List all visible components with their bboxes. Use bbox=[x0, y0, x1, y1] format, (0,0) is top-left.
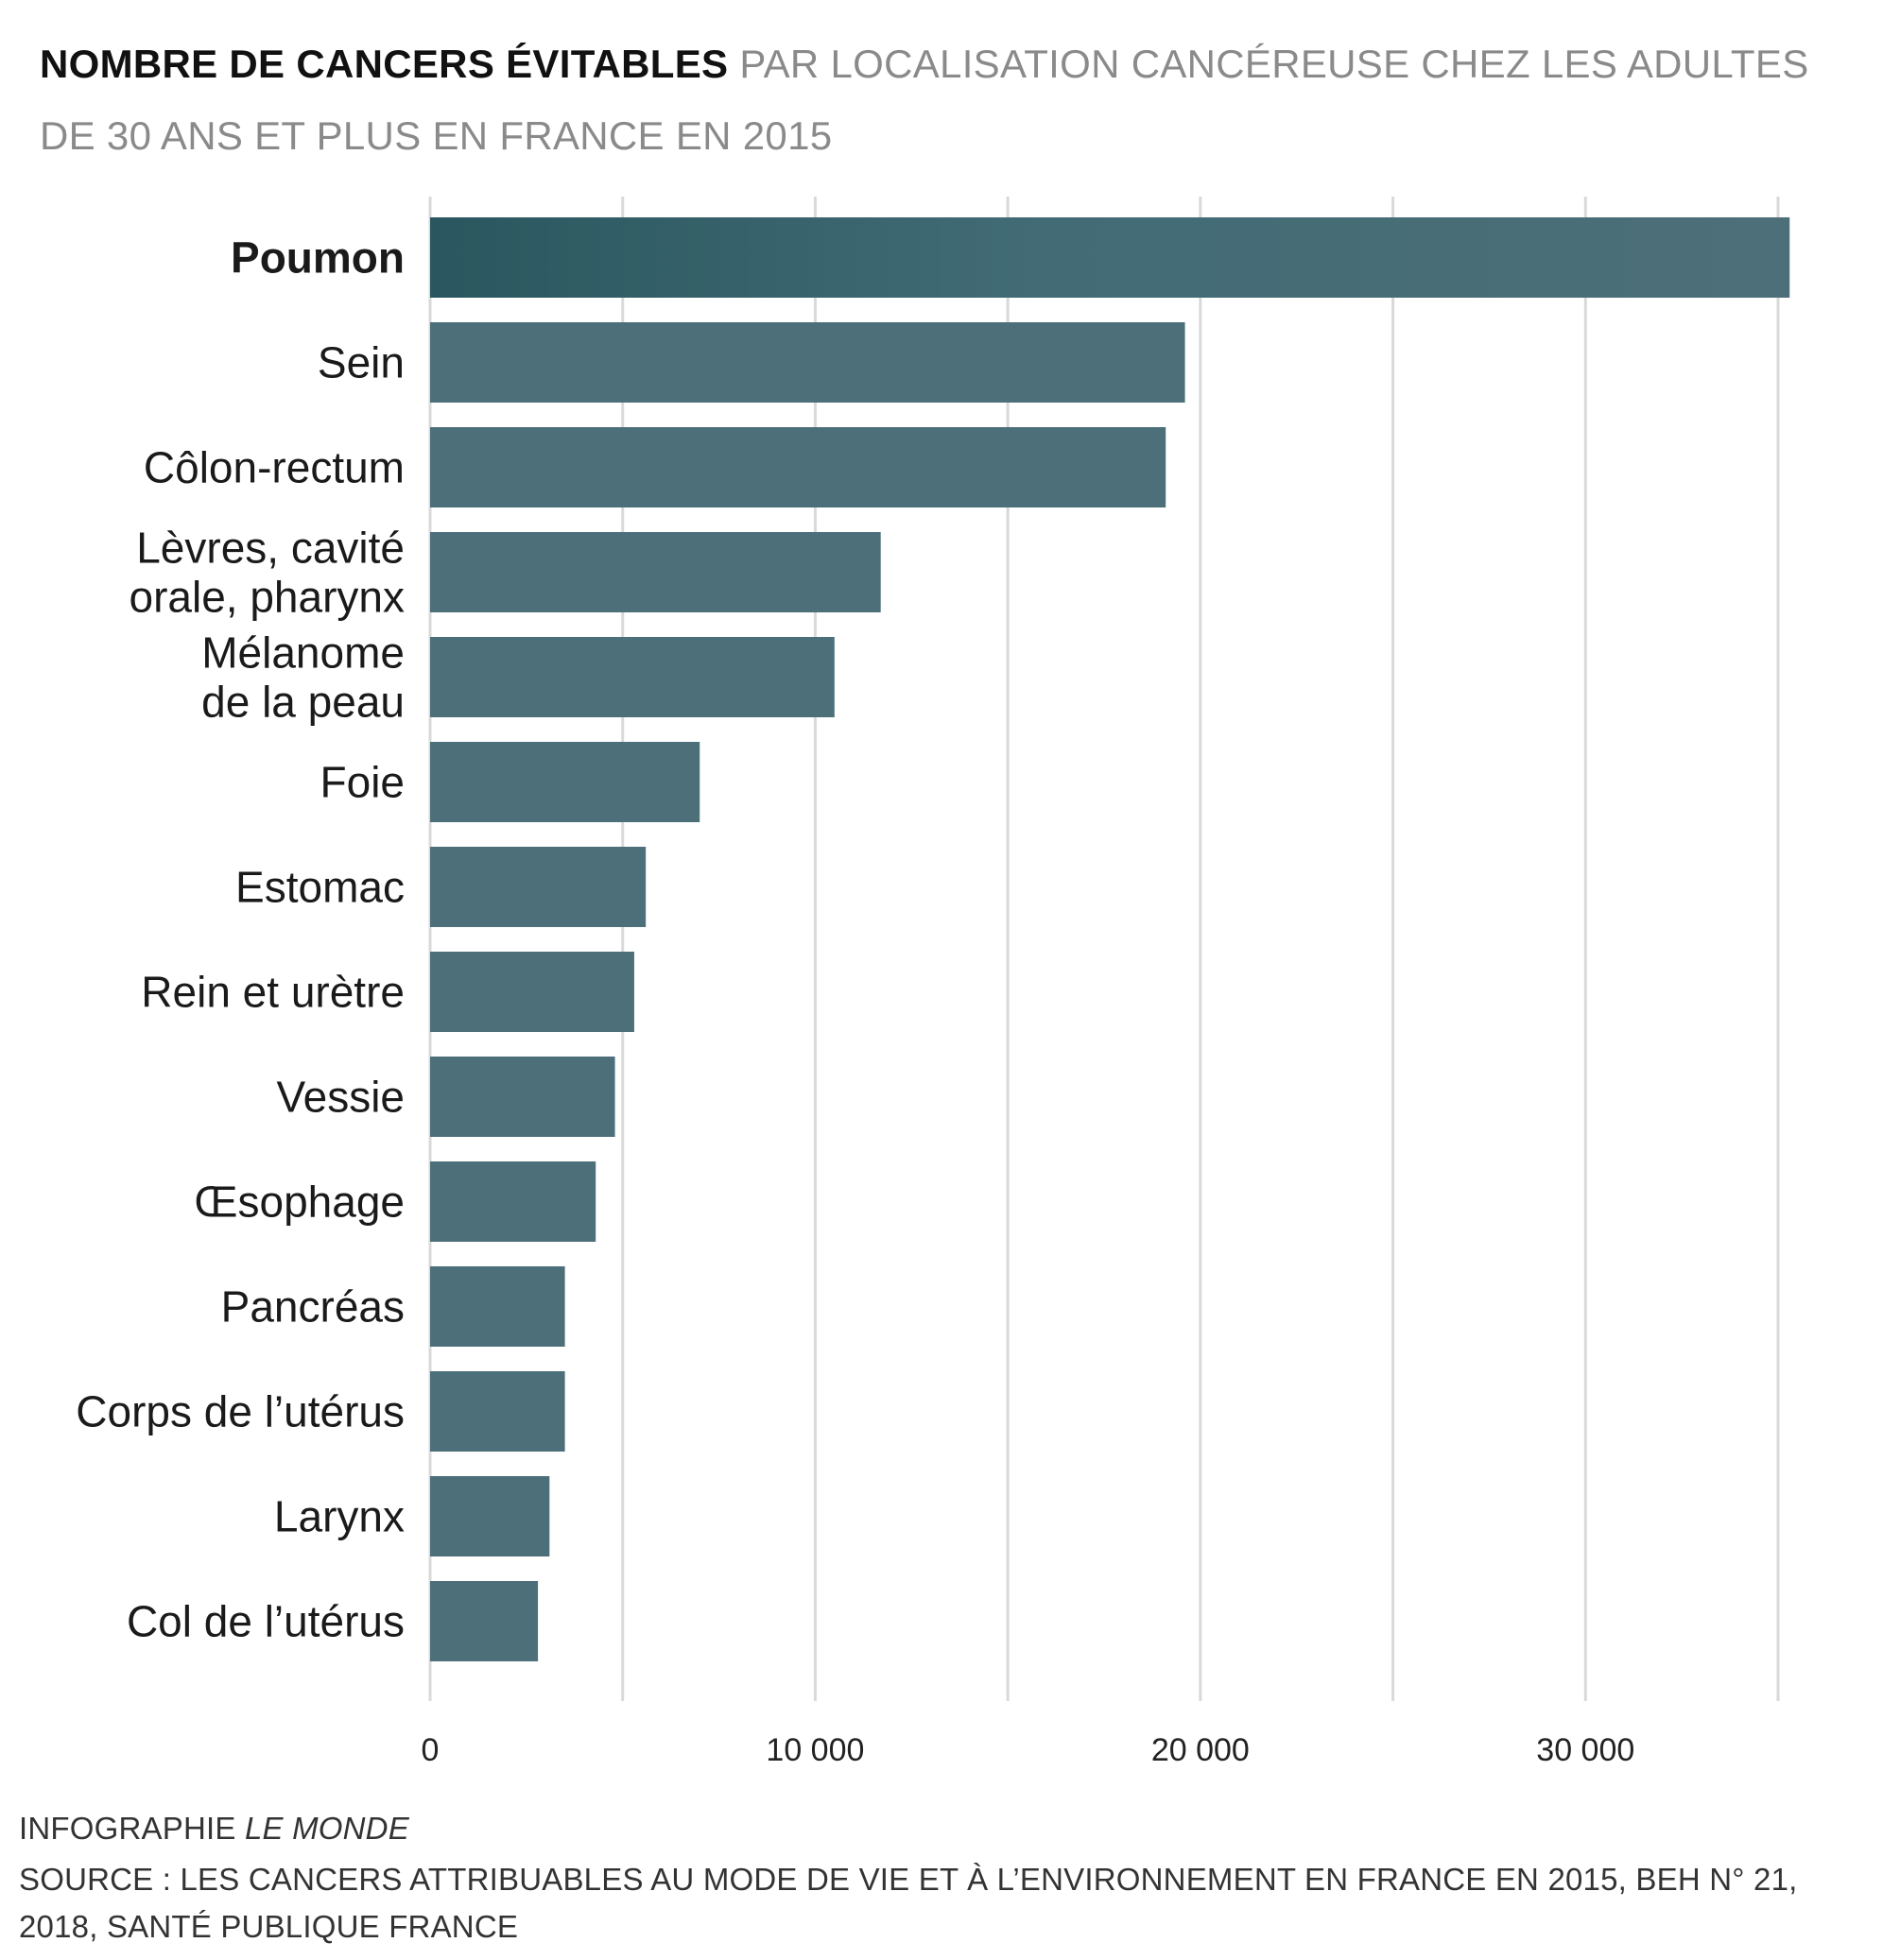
bar-sophage bbox=[430, 1161, 596, 1242]
category-label-estomac: Estomac bbox=[235, 863, 405, 912]
tick-label-10000: 10 000 bbox=[766, 1732, 864, 1768]
x-axis-tick-labels: 0 10 000 20 000 30 000 bbox=[422, 1732, 1635, 1768]
bar-foie bbox=[430, 742, 700, 822]
bar-sein bbox=[430, 322, 1185, 403]
category-label-melanome-de-la-peau: Mélanome de la peau bbox=[201, 628, 405, 727]
bar-larynx bbox=[430, 1476, 550, 1556]
category-label-pancreas: Pancréas bbox=[221, 1282, 405, 1332]
category-label-larynx: Larynx bbox=[274, 1492, 405, 1541]
chart-title-bold: NOMBRE DE CANCERS ÉVITABLES bbox=[40, 42, 729, 86]
bar-estomac bbox=[430, 847, 647, 927]
category-labels: Poumon Sein Côlon-rectum Lèvres, cavité oral… bbox=[76, 233, 405, 1646]
gridlines bbox=[428, 197, 1780, 1701]
category-label-colon-rectum: Côlon-rectum bbox=[144, 443, 405, 492]
bar-corps-de-l-uterus bbox=[430, 1371, 565, 1452]
bar-pancreas bbox=[430, 1266, 565, 1347]
chart-title-rest: PAR LOCALISATION CANCÉREUSE CHEZ LES ADU… bbox=[40, 42, 1809, 158]
bar-vessie bbox=[430, 1057, 615, 1137]
credit-prefix: INFOGRAPHIE bbox=[19, 1811, 236, 1846]
bar-col-de-l-uterus bbox=[430, 1581, 539, 1661]
tick-label-20000: 20 000 bbox=[1151, 1732, 1250, 1768]
category-label-sophage: Œsophage bbox=[195, 1178, 406, 1227]
category-label-foie: Foie bbox=[320, 758, 405, 807]
bar-melanome-de-la-peau bbox=[430, 637, 835, 717]
category-label-col-de-l-uterus: Col de l’utérus bbox=[127, 1597, 405, 1646]
credit-line: INFOGRAPHIE LE MONDE bbox=[19, 1805, 1853, 1852]
bars bbox=[430, 217, 1790, 1661]
category-label-vessie: Vessie bbox=[276, 1073, 405, 1122]
bar-rein-et-uretre bbox=[430, 952, 634, 1032]
tick-label-0: 0 bbox=[422, 1732, 440, 1768]
credit-publisher: LE MONDE bbox=[244, 1811, 409, 1846]
category-label-levres-cavite-orale-pharynx: Lèvres, cavité orale, pharynx bbox=[130, 524, 406, 622]
bar-levres-cavite-orale-pharynx bbox=[430, 532, 881, 612]
bar-colon-rectum bbox=[430, 427, 1166, 507]
source-note: SOURCE : LES CANCERS ATTRIBUABLES AU MOD… bbox=[19, 1862, 1798, 1944]
tick-label-30000: 30 000 bbox=[1536, 1732, 1634, 1768]
bar-chart: Poumon Sein Côlon-rectum Lèvres, cavité oral… bbox=[76, 197, 1790, 1768]
category-label-poumon: Poumon bbox=[231, 233, 405, 283]
category-label-sein: Sein bbox=[318, 338, 405, 387]
bar-poumon bbox=[430, 217, 1790, 298]
category-label-corps-de-l-uterus: Corps de l’utérus bbox=[76, 1387, 405, 1436]
category-label-rein-et-uretre: Rein et urètre bbox=[141, 968, 405, 1017]
chart-title: NOMBRE DE CANCERS ÉVITABLES PAR LOCALISA… bbox=[40, 28, 1836, 172]
